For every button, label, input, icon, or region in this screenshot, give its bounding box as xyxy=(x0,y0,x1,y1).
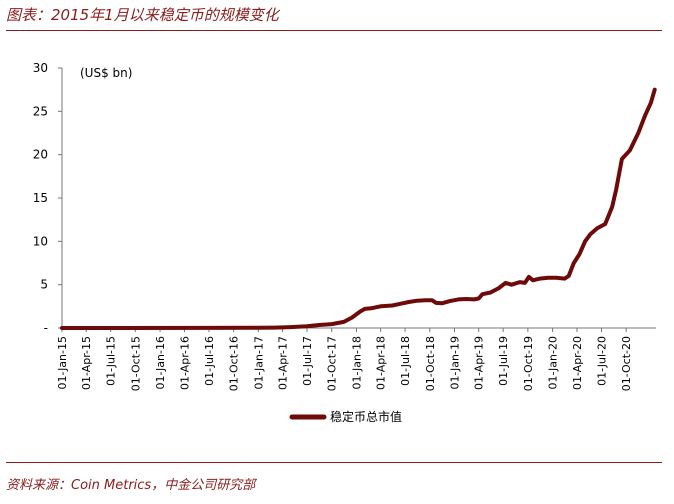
y-tick-label: 10 xyxy=(33,234,48,248)
x-tick-label: 01-Jul-16 xyxy=(203,336,216,386)
x-tick-label: 01-Oct-19 xyxy=(522,336,535,391)
x-tick-label: 01-Jul-20 xyxy=(595,336,608,386)
x-tick-label: 01-Apr-17 xyxy=(277,336,290,390)
y-tick-label: - xyxy=(44,321,48,335)
y-tick-label: 25 xyxy=(33,104,48,118)
x-tick-label: 01-Apr-19 xyxy=(473,336,486,390)
legend-label: 稳定币总市值 xyxy=(330,409,402,424)
x-tick-label: 01-Oct-16 xyxy=(228,336,241,391)
y-axis: - 5 10 15 20 25 30 xyxy=(33,61,63,335)
x-tick-label: 01-Jul-17 xyxy=(301,336,314,386)
x-tick-label: 01-Jan-19 xyxy=(449,336,462,390)
x-tick-label: 01-Jan-20 xyxy=(547,336,560,390)
series-layer xyxy=(60,87,657,330)
x-tick-label: 01-Jan-18 xyxy=(350,336,363,390)
x-tick-label: 01-Jan-17 xyxy=(252,336,265,390)
x-tick-label: 01-Jul-18 xyxy=(399,336,412,386)
x-tick-label: 01-Apr-15 xyxy=(80,336,93,390)
x-tick-label: 01-Apr-18 xyxy=(375,336,388,390)
y-tick-label: 15 xyxy=(33,191,48,205)
x-tick-label: 01-Oct-15 xyxy=(129,336,142,391)
x-tick-label: 01-Apr-20 xyxy=(571,336,584,390)
x-tick-label: 01-Jul-19 xyxy=(497,336,510,386)
legend: 稳定币总市值 xyxy=(289,409,402,424)
source-note: 资料来源：Coin Metrics，中金公司研究部 xyxy=(6,478,256,493)
footer-divider xyxy=(6,462,662,463)
chart-title: 图表：2015年1月以来稳定币的规模变化 xyxy=(6,6,279,24)
x-axis: 01-Jan-15 01-Apr-15 01-Jul-15 01-Oct-15 01-J… xyxy=(56,327,656,391)
x-tick-label: 01-Jan-15 xyxy=(56,336,69,390)
series-line xyxy=(60,87,657,330)
x-tick-label: 01-Jul-15 xyxy=(105,336,118,386)
x-tick-label: 01-Oct-18 xyxy=(424,336,437,391)
y-unit-label: (US$ bn) xyxy=(80,66,132,80)
x-tick-label: 01-Oct-20 xyxy=(620,336,633,391)
x-tick-label: 01-Jan-16 xyxy=(154,336,167,390)
y-tick-label: 20 xyxy=(33,148,48,162)
y-tick-label: 5 xyxy=(40,278,48,292)
header-divider xyxy=(6,30,662,31)
x-tick-label: 01-Oct-17 xyxy=(326,336,339,391)
x-tick-label: 01-Apr-16 xyxy=(179,336,192,390)
y-tick-label: 30 xyxy=(33,61,48,75)
